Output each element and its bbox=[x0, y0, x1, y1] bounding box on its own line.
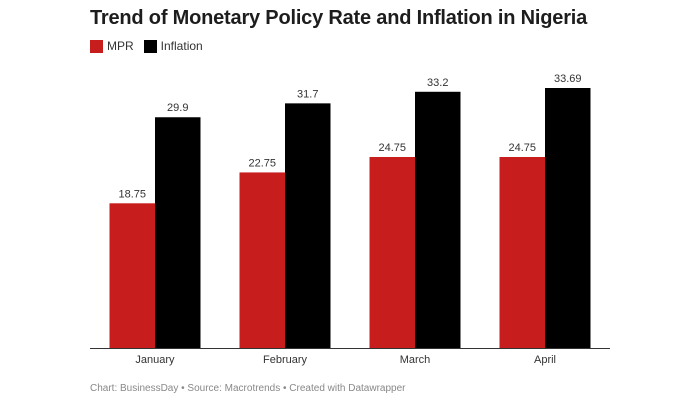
chart-title: Trend of Monetary Policy Rate and Inflat… bbox=[90, 7, 588, 29]
x-tick-label-february: February bbox=[263, 354, 308, 366]
bar-mpr-february bbox=[239, 172, 285, 348]
legend-item-inflation: Inflation bbox=[143, 39, 203, 53]
value-label-inflation-march: 33.2 bbox=[427, 77, 448, 89]
value-label-inflation-april: 33.69 bbox=[554, 73, 582, 85]
legend-swatch-inflation bbox=[143, 39, 157, 53]
value-label-mpr-february: 22.75 bbox=[248, 157, 276, 169]
x-tick-label-march: March bbox=[400, 354, 431, 366]
chart-footer: Chart: BusinessDay • Source: Macrotrends… bbox=[90, 383, 406, 394]
legend-label-mpr: MPR bbox=[107, 39, 134, 53]
value-label-mpr-april: 24.75 bbox=[508, 142, 536, 154]
value-label-mpr-january: 18.75 bbox=[118, 188, 146, 200]
bar-mpr-january bbox=[109, 203, 155, 348]
bar-inflation-january bbox=[155, 117, 201, 348]
bar-inflation-april bbox=[545, 88, 591, 348]
legend-item-mpr: MPR bbox=[90, 39, 134, 53]
value-label-inflation-january: 29.9 bbox=[167, 102, 188, 114]
value-label-inflation-february: 31.7 bbox=[297, 88, 318, 100]
legend: MPR Inflation bbox=[90, 39, 213, 53]
bar-inflation-march bbox=[415, 91, 461, 348]
legend-label-inflation: Inflation bbox=[160, 39, 203, 53]
bar-mpr-march bbox=[369, 156, 415, 348]
bar-inflation-february bbox=[285, 103, 331, 349]
bar-mpr-april bbox=[499, 156, 545, 348]
legend-swatch-mpr bbox=[90, 39, 103, 53]
x-tick-label-april: April bbox=[534, 354, 556, 366]
value-label-mpr-march: 24.75 bbox=[378, 142, 406, 154]
x-tick-label-january: January bbox=[135, 354, 175, 366]
